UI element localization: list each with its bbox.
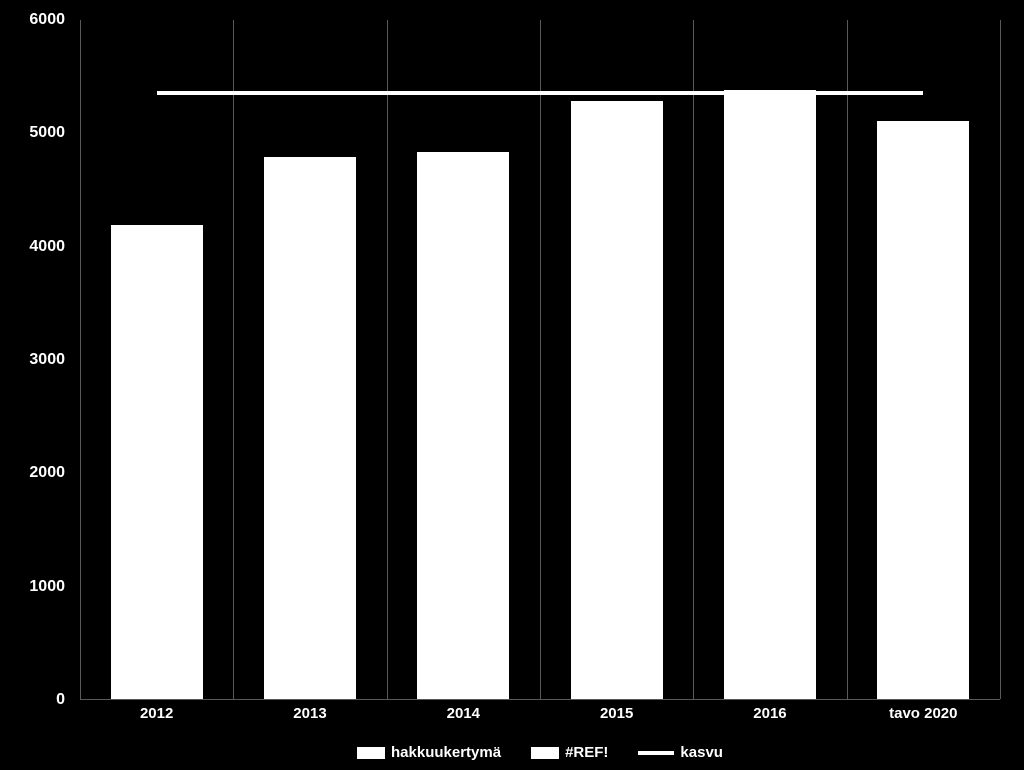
bar [111,225,203,699]
bar [417,152,509,699]
grid-vline [1000,20,1001,699]
y-tick-label: 4000 [29,238,65,256]
bar-slot [847,20,1000,699]
bar-slot [233,20,386,699]
y-tick-label: 2000 [29,464,65,482]
bar [264,157,356,699]
x-tick-label: 2016 [693,705,846,730]
grid-vline [847,20,848,699]
bar [724,90,816,699]
bar-slot [387,20,540,699]
bar [571,101,663,699]
x-tick-label: 2012 [80,705,233,730]
grid-vline [233,20,234,699]
grid-vline [693,20,694,699]
bar-slot [540,20,693,699]
x-axis-labels: 20122013201420152016tavo 2020 [80,705,1000,730]
bar-slot [693,20,846,699]
y-tick-label: 1000 [29,578,65,596]
legend-swatch-bar [357,747,385,759]
bar [877,121,969,699]
grid-vline [387,20,388,699]
x-tick-label: 2014 [387,705,540,730]
y-tick-label: 6000 [29,11,65,29]
legend-label: hakkuukertymä [391,744,501,761]
grid-vline [540,20,541,699]
x-tick-label: 2013 [233,705,386,730]
legend: hakkuukertymä #REF! kasvu [80,740,1000,765]
plot-area [80,20,1000,700]
x-tick-label: 2015 [540,705,693,730]
legend-item: hakkuukertymä [357,744,501,761]
y-tick-label: 3000 [29,351,65,369]
y-axis-labels: 0100020003000400050006000 [0,20,70,700]
y-tick-label: 0 [56,691,65,709]
legend-swatch-line [638,751,674,755]
y-tick-label: 5000 [29,124,65,142]
chart-container: 0100020003000400050006000 20122013201420… [0,0,1024,770]
legend-label: #REF! [565,744,608,761]
bar-slot [80,20,233,699]
legend-item: #REF! [531,744,608,761]
x-tick-label: tavo 2020 [847,705,1000,730]
legend-item: kasvu [638,744,723,761]
grid-vline [80,20,81,699]
legend-label: kasvu [680,744,723,761]
legend-swatch-bar [531,747,559,759]
kasvu-line [157,91,924,95]
